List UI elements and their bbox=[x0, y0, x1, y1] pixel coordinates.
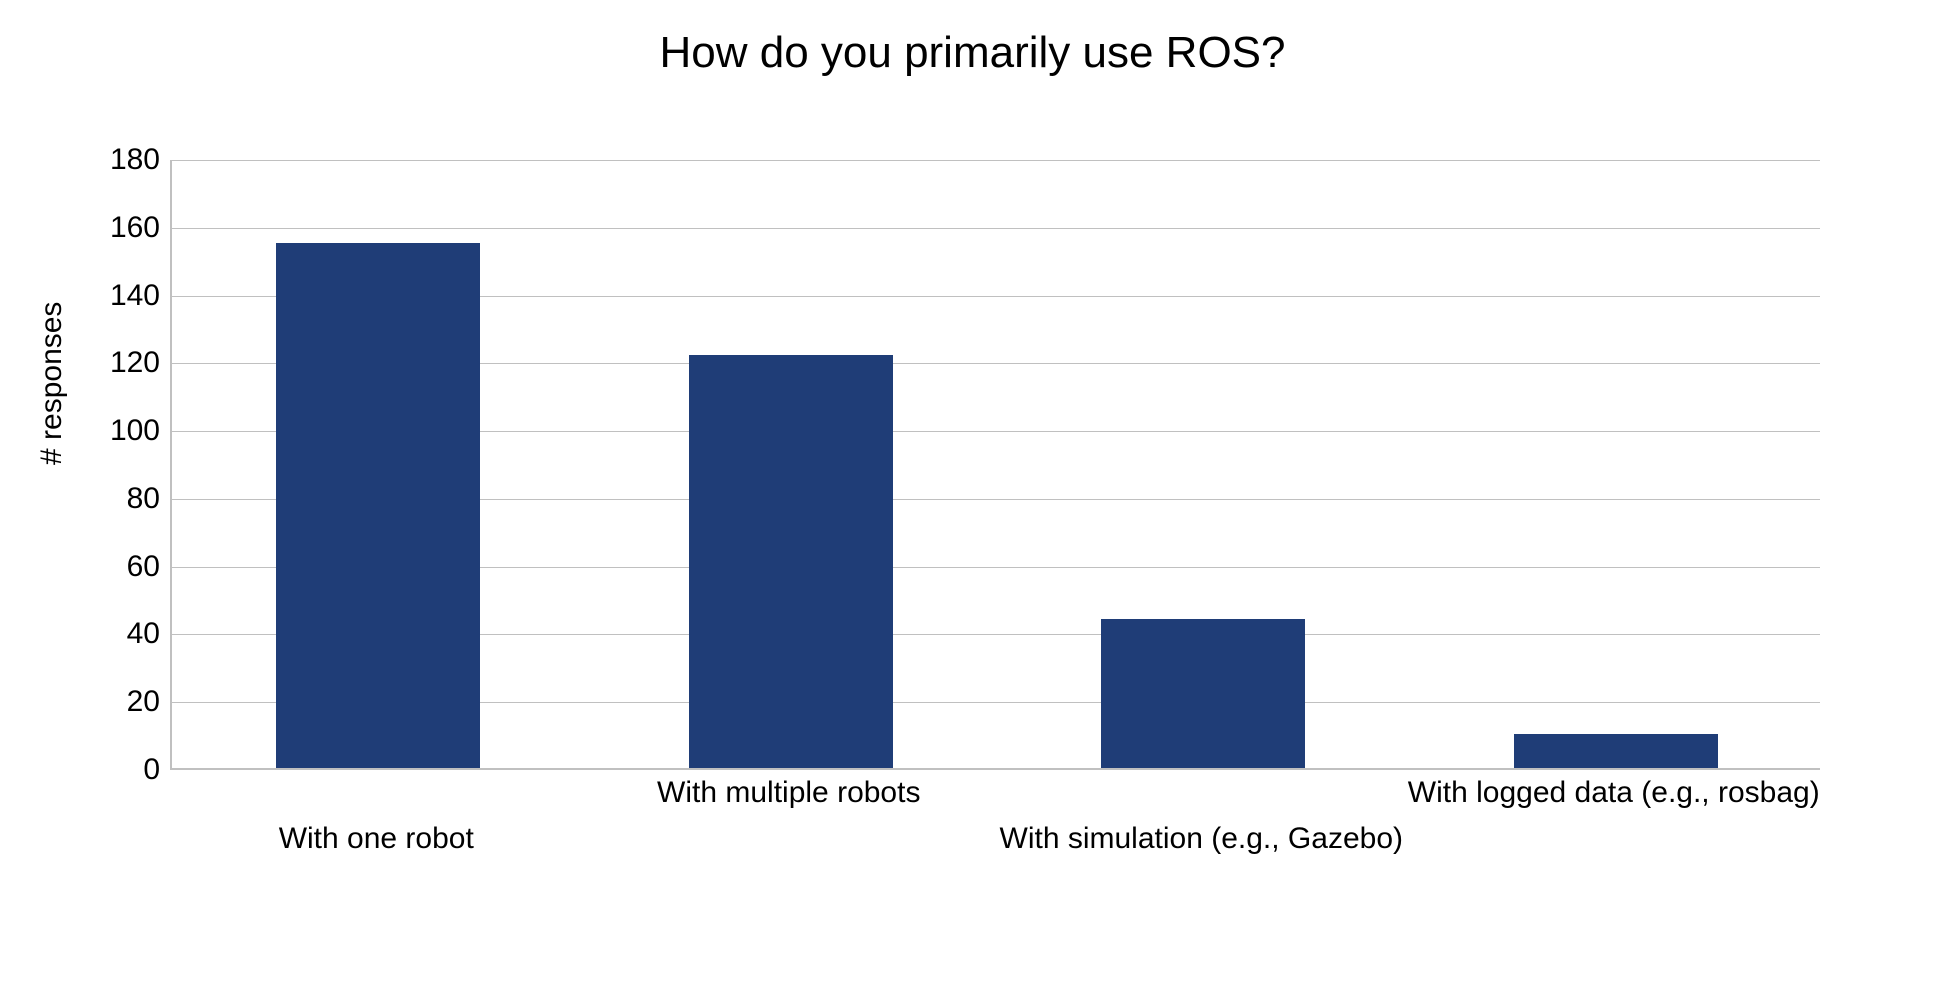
y-tick-label: 20 bbox=[60, 685, 160, 719]
y-tick-label: 100 bbox=[60, 414, 160, 448]
y-tick-label: 160 bbox=[60, 211, 160, 245]
x-tick-label: With logged data (e.g., rosbag) bbox=[1408, 776, 1820, 810]
bar bbox=[1101, 619, 1305, 768]
y-tick-label: 80 bbox=[60, 482, 160, 516]
chart-container: How do you primarily use ROS? # response… bbox=[0, 0, 1945, 1007]
plot-area bbox=[170, 160, 1820, 770]
bar bbox=[1514, 734, 1718, 768]
x-tick-label: With one robot bbox=[279, 822, 474, 856]
y-tick-label: 180 bbox=[60, 143, 160, 177]
bar bbox=[276, 243, 480, 768]
gridline bbox=[172, 160, 1820, 161]
y-tick-label: 0 bbox=[60, 753, 160, 787]
bar bbox=[689, 355, 893, 768]
y-tick-label: 60 bbox=[60, 550, 160, 584]
gridline bbox=[172, 228, 1820, 229]
chart-title: How do you primarily use ROS? bbox=[0, 28, 1945, 78]
y-tick-label: 140 bbox=[60, 279, 160, 313]
x-tick-label: With simulation (e.g., Gazebo) bbox=[1000, 822, 1404, 856]
y-tick-label: 120 bbox=[60, 346, 160, 380]
y-tick-label: 40 bbox=[60, 617, 160, 651]
x-tick-label: With multiple robots bbox=[657, 776, 920, 810]
